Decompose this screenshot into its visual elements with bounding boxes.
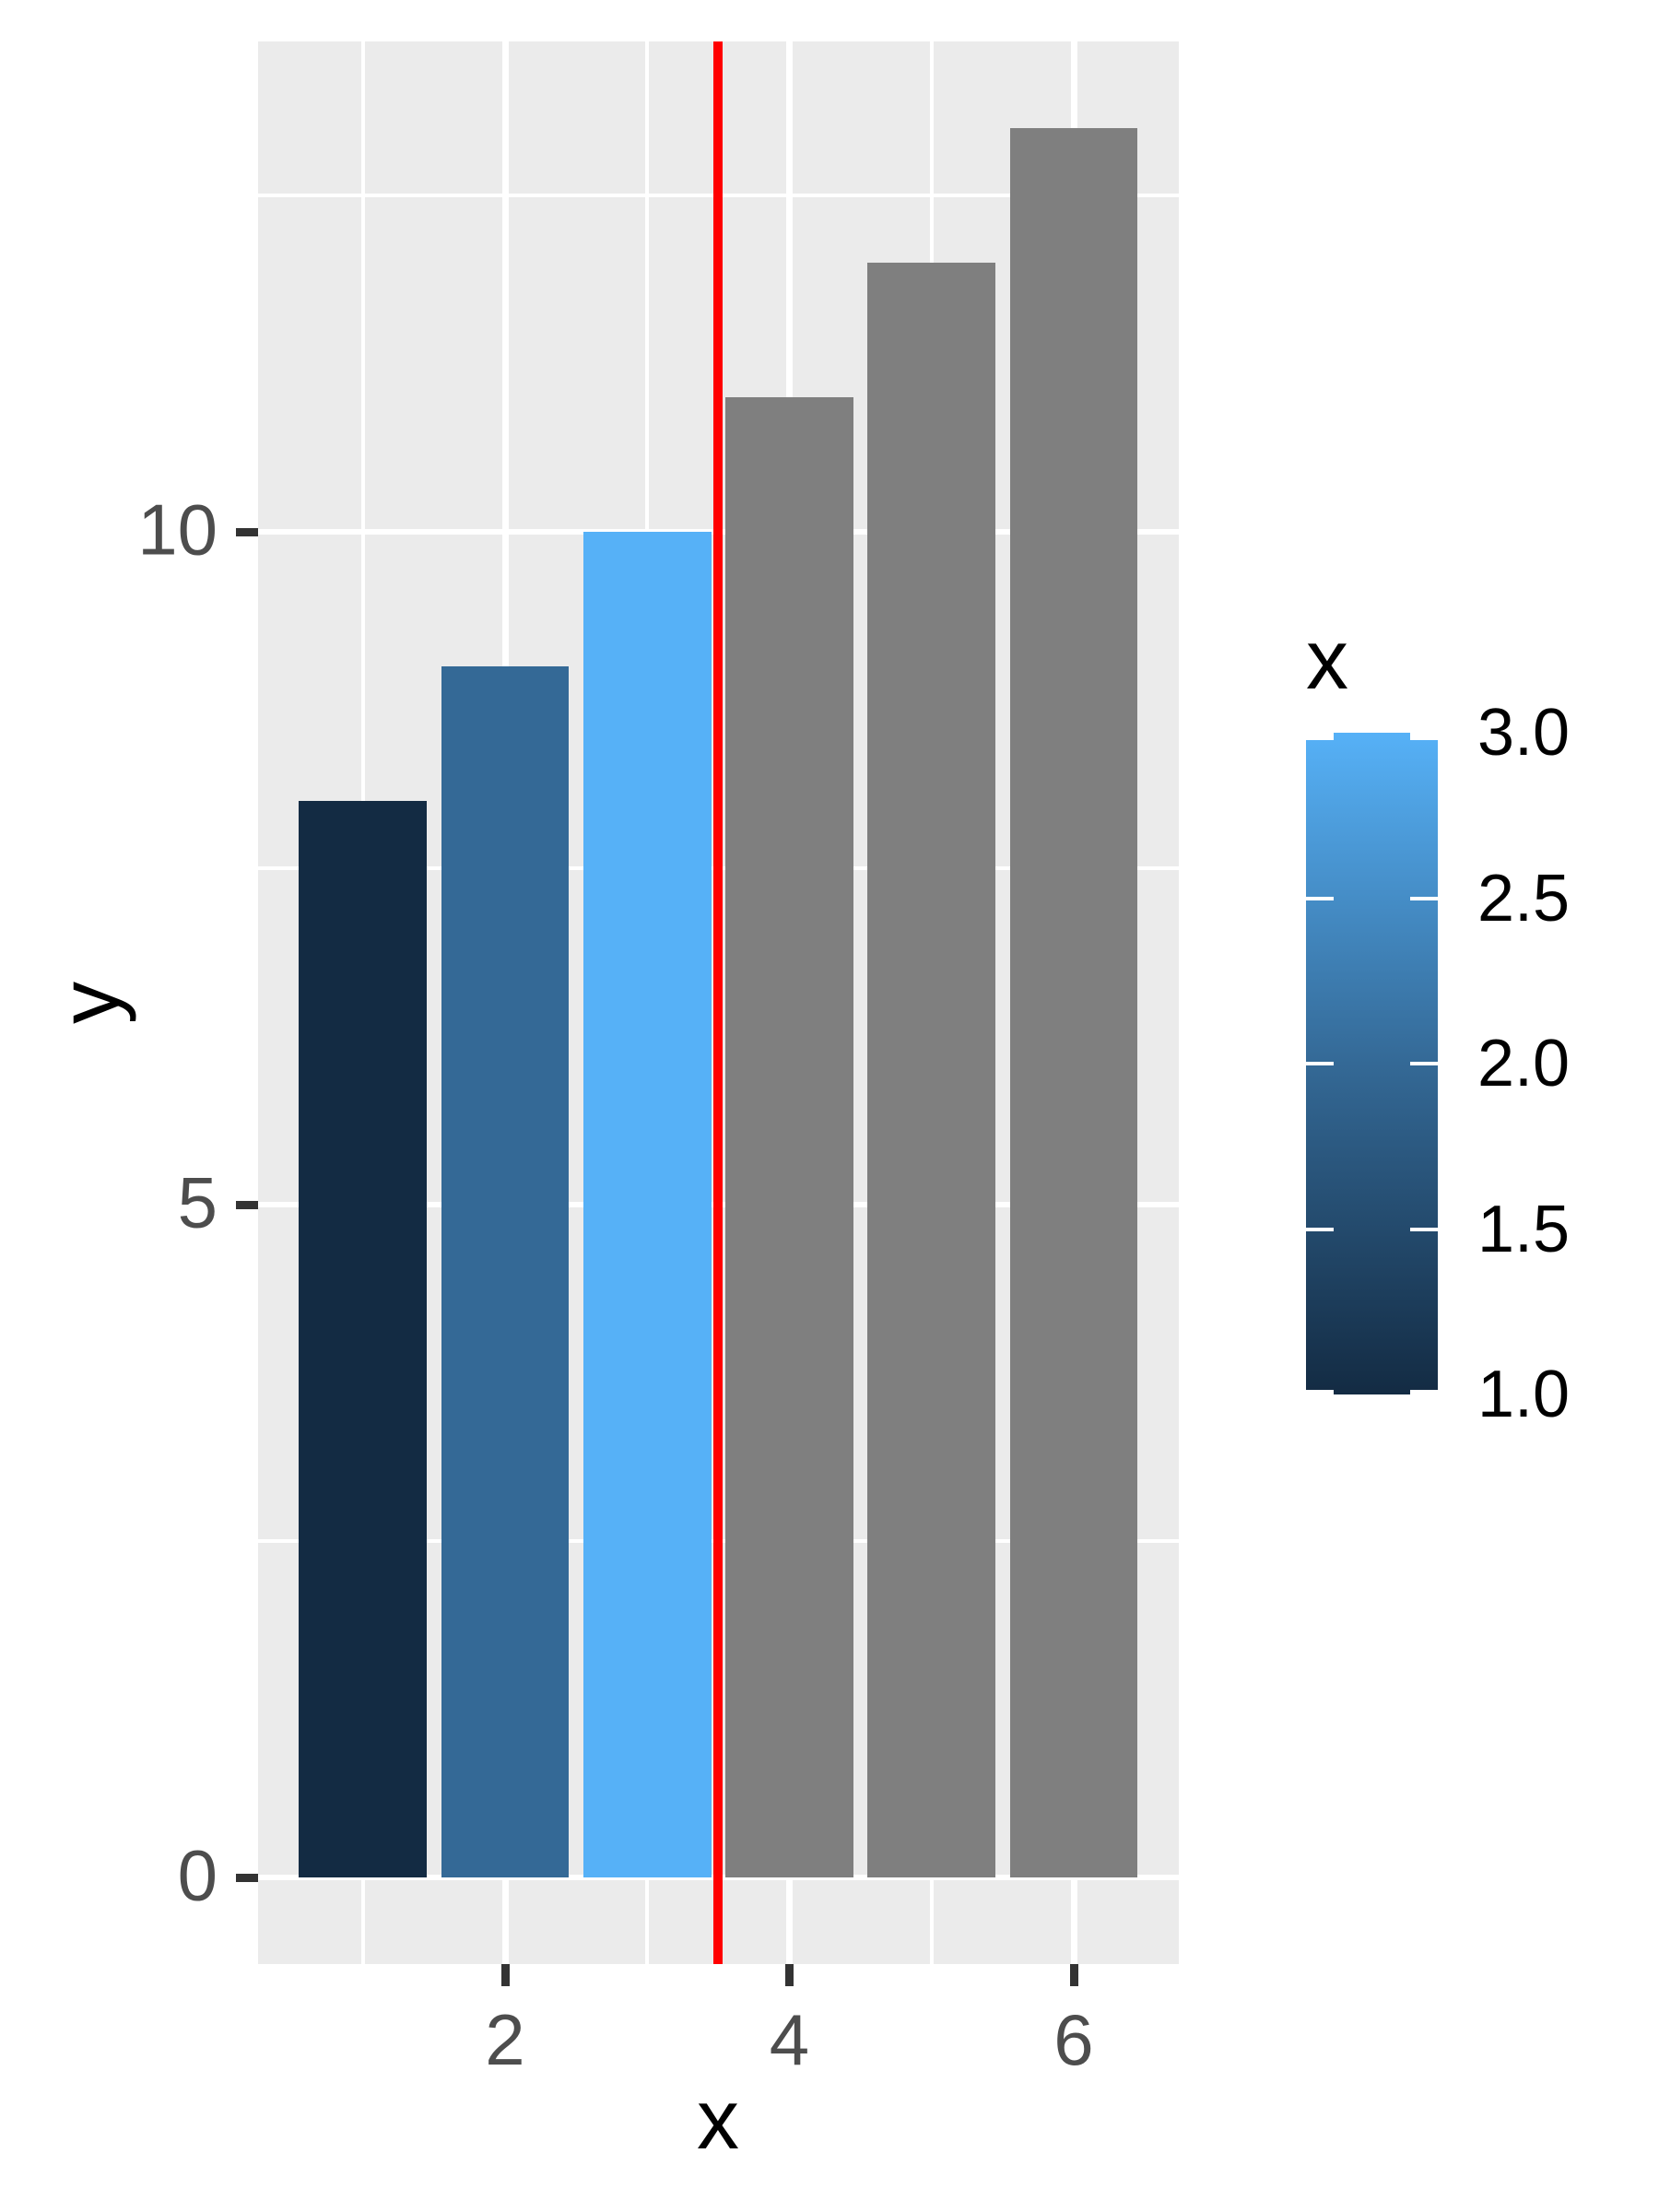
x-axis-tick — [785, 1964, 794, 1986]
x-tick-label: 4 — [769, 1999, 810, 2080]
y-axis-tick — [236, 1200, 258, 1209]
legend-title: x — [1306, 613, 1348, 707]
colorbar-tick — [1306, 896, 1334, 900]
legend-label: 1.0 — [1477, 1358, 1571, 1431]
colorbar-tick — [1306, 1062, 1334, 1065]
colorbar-notch — [1306, 733, 1334, 740]
y-axis-tick — [236, 1873, 258, 1882]
colorbar-tick — [1306, 1227, 1334, 1231]
bar — [1009, 128, 1138, 1877]
y-axis-tick — [236, 527, 258, 536]
bar — [441, 666, 570, 1877]
bar — [725, 397, 853, 1877]
y-axis-title: y — [42, 982, 137, 1024]
x-axis-tick — [500, 1964, 510, 1986]
y-tick-label: 10 — [137, 488, 218, 571]
y-tick-label: 5 — [177, 1161, 218, 1243]
x-tick-label: 6 — [1053, 1999, 1094, 2080]
colorbar-notch — [1306, 1390, 1334, 1394]
bar — [867, 263, 996, 1877]
reference-line — [713, 41, 724, 1964]
legend-label: 1.5 — [1477, 1192, 1571, 1266]
y-tick-label: 0 — [177, 1834, 218, 1916]
bar — [582, 532, 712, 1877]
x-axis-tick — [1069, 1964, 1078, 1986]
colorbar-notch — [1410, 733, 1438, 740]
legend-label: 2.0 — [1477, 1027, 1571, 1100]
legend-label: 3.0 — [1477, 696, 1571, 770]
x-tick-label: 2 — [485, 1999, 525, 2080]
colorbar-tick — [1410, 896, 1438, 900]
colorbar-notch — [1410, 1390, 1438, 1394]
x-axis-title: x — [697, 2073, 739, 2167]
legend-label: 2.5 — [1477, 861, 1571, 935]
bar — [299, 801, 428, 1877]
colorbar-tick — [1410, 1062, 1438, 1065]
colorbar-tick — [1410, 1227, 1438, 1231]
